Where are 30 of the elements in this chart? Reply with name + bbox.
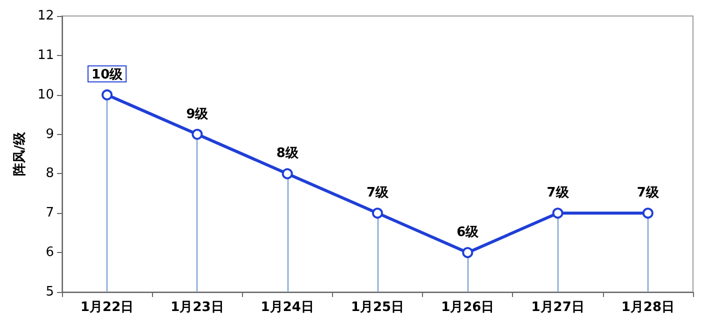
y-tick-label: 10 bbox=[37, 87, 54, 102]
y-tick-label: 9 bbox=[46, 126, 54, 142]
x-tick-label: 1月28日 bbox=[621, 300, 674, 315]
point bbox=[282, 168, 293, 180]
x-tick-label: 1月25日 bbox=[350, 300, 404, 315]
y-tick-label: 7 bbox=[46, 206, 54, 221]
data-label: 9级 bbox=[186, 106, 210, 122]
y-tick-label: 5 bbox=[46, 284, 54, 300]
data-label: 6级 bbox=[456, 225, 480, 240]
data-label: 10级 bbox=[92, 67, 124, 82]
y-tick-label: 6 bbox=[46, 245, 54, 260]
point bbox=[552, 208, 564, 219]
x-tick-label: 1月23日 bbox=[170, 300, 224, 315]
y-tick-label: 12 bbox=[37, 8, 54, 24]
point bbox=[462, 247, 474, 258]
y-tick-label: 8 bbox=[46, 166, 54, 182]
y-tick-label: 11 bbox=[37, 48, 54, 63]
x-tick-label: 1月27日 bbox=[531, 300, 584, 315]
data-label: 8级 bbox=[276, 146, 300, 162]
x-tick-label: 1月22日 bbox=[80, 300, 134, 315]
point bbox=[372, 208, 383, 219]
x-tick-label: 1月26日 bbox=[441, 300, 494, 315]
point bbox=[642, 208, 654, 219]
data-label: 7级 bbox=[546, 186, 570, 201]
data-label: 7级 bbox=[366, 186, 390, 201]
point bbox=[102, 89, 113, 100]
point bbox=[192, 128, 203, 140]
x-tick-label: 1月24日 bbox=[260, 300, 314, 315]
data-label: 7级 bbox=[636, 186, 660, 201]
y-axis-title: 阵风/级 bbox=[12, 131, 28, 176]
